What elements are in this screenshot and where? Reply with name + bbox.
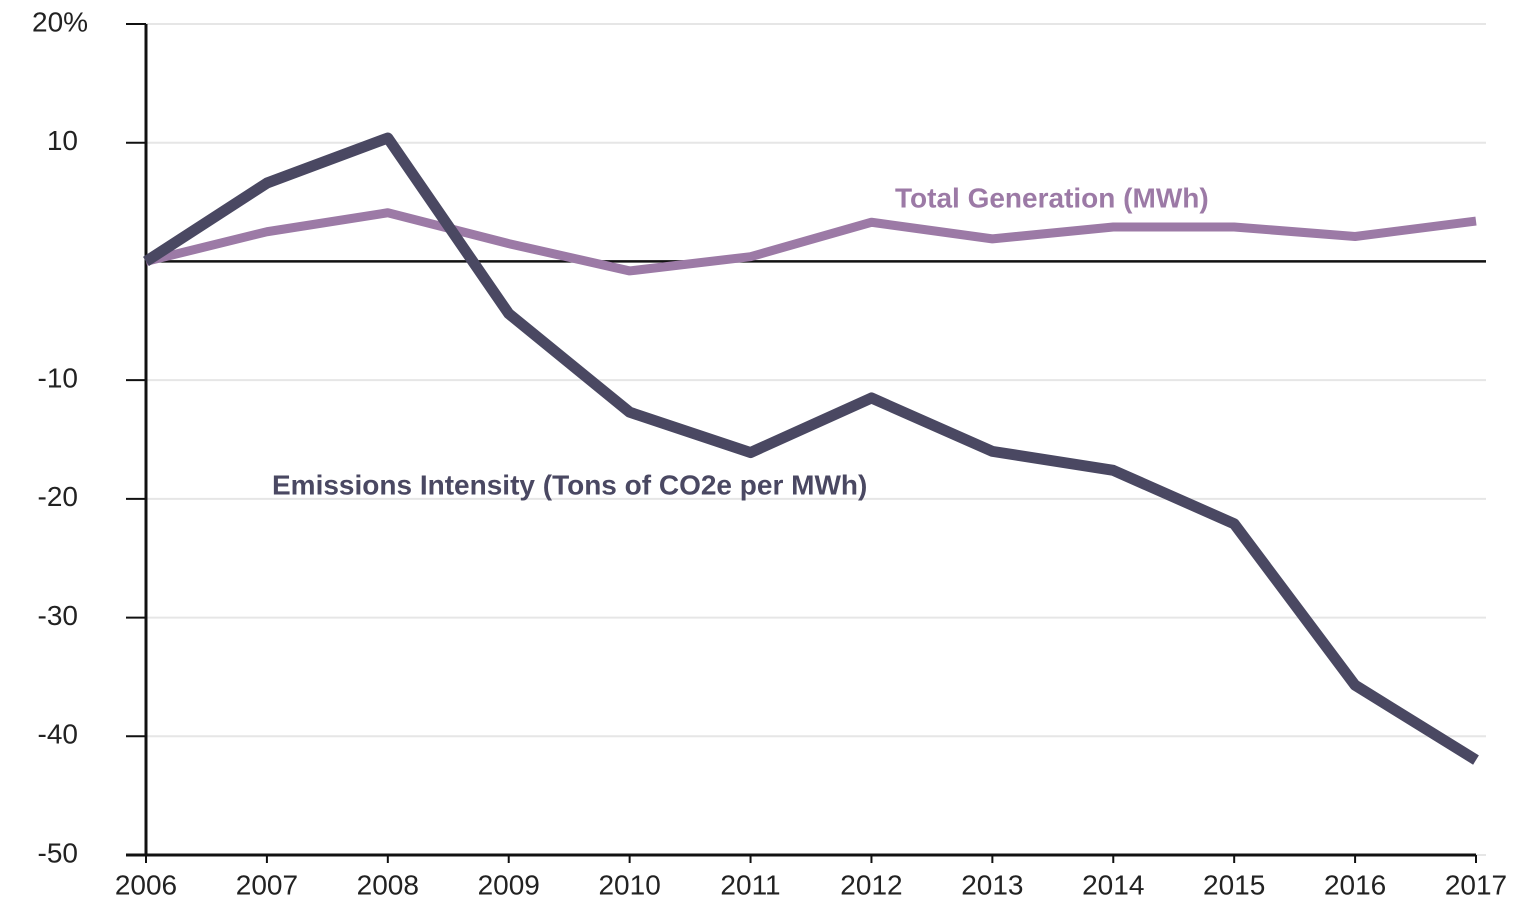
x-tick-label: 2011 [720,869,780,900]
x-tick-label: 2012 [840,869,902,900]
x-tick-label: 2009 [478,869,540,900]
x-tick-label: 2014 [1082,869,1144,900]
y-tick-label: -10 [38,363,78,394]
x-tick-label: 2007 [236,869,298,900]
x-tick-label: 2013 [961,869,1023,900]
series-line [143,132,1479,765]
series-label: Total Generation (MWh) [895,182,1209,213]
series-label: Emissions Intensity (Tons of CO2e per MW… [272,469,867,500]
x-tick-label: 2010 [598,869,660,900]
series-line [144,208,1477,276]
x-tick-label: 2017 [1445,869,1507,900]
x-tick-label: 2015 [1203,869,1265,900]
y-tick-label: 20% [32,6,88,37]
x-tick-label: 2016 [1324,869,1386,900]
y-tick-label: -20 [38,481,78,512]
y-tick-label: -30 [38,600,78,631]
y-tick-label: -40 [38,719,78,750]
x-tick-label: 2006 [115,869,177,900]
x-tick-label: 2008 [357,869,419,900]
y-tick-label: -50 [38,837,78,868]
y-tick-label: 10 [47,125,78,156]
